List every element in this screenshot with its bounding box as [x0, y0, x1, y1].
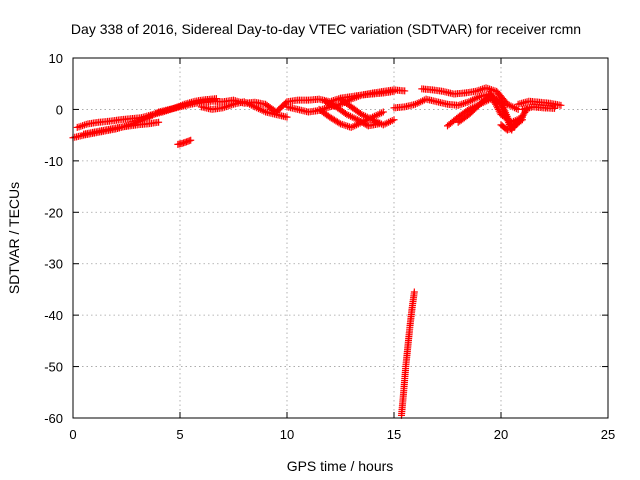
y-tick-label: -30	[44, 257, 63, 272]
x-tick-label: 0	[69, 427, 76, 442]
series-track-c	[80, 118, 163, 138]
data-point-marker	[77, 122, 85, 130]
data-point-marker	[212, 95, 220, 103]
data-marks	[69, 84, 565, 419]
x-tick-label: 15	[387, 427, 401, 442]
y-tick-label: 10	[49, 51, 63, 66]
series-track-o	[514, 97, 565, 109]
data-point-marker	[505, 125, 513, 133]
data-point-marker	[557, 101, 565, 109]
y-tick-label: -50	[44, 360, 63, 375]
y-tick-label: 0	[56, 102, 63, 117]
y-tick-label: -10	[44, 154, 63, 169]
x-axis-label: GPS time / hours	[287, 458, 394, 474]
series-track-q	[397, 288, 418, 419]
data-point-marker	[410, 288, 418, 296]
data-point-marker	[507, 125, 515, 133]
data-point-marker	[379, 108, 387, 116]
data-point-marker	[283, 113, 291, 121]
data-point-marker	[390, 116, 398, 124]
x-tick-label: 20	[494, 427, 508, 442]
data-point-marker	[335, 119, 343, 127]
data-point-marker	[155, 118, 163, 126]
chart-title: Day 338 of 2016, Sidereal Day-to-day VTE…	[71, 21, 581, 37]
series-track-p	[518, 103, 558, 113]
y-tick-labels: 10 0 -10 -20 -30 -40 -50 -60	[44, 51, 63, 426]
x-tick-label: 5	[176, 427, 183, 442]
series-track-h	[337, 95, 398, 129]
plot-frame	[72, 57, 609, 419]
data-point-marker	[226, 101, 234, 109]
x-tick-labels: 0 5 10 15 20 25	[69, 427, 615, 442]
series-track-d	[197, 98, 291, 121]
data-point-marker	[282, 99, 290, 107]
y-tick-label: -20	[44, 205, 63, 220]
y-tick-label: -40	[44, 308, 63, 323]
series-track-b	[73, 95, 220, 131]
series-track-i	[174, 136, 195, 148]
y-tick-label: -60	[44, 411, 63, 426]
x-tick-label: 10	[280, 427, 294, 442]
y-axis-label: SDTVAR / TECUs	[6, 182, 22, 294]
series-track-g	[322, 98, 383, 130]
data-point-marker	[458, 100, 466, 108]
data-point-marker	[551, 104, 558, 112]
series-track-f	[315, 105, 387, 131]
data-point-marker	[187, 136, 195, 144]
data-point-marker	[401, 87, 409, 95]
x-tick-label: 25	[601, 427, 615, 442]
data-point-marker	[503, 126, 511, 134]
series-track-k	[418, 84, 522, 113]
